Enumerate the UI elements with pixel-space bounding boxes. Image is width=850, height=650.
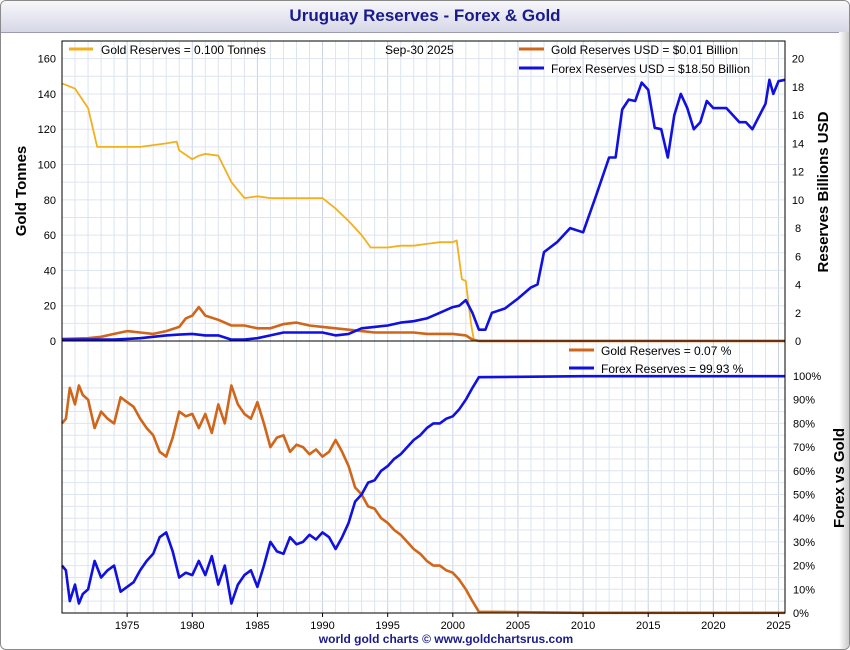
bottom-grid	[62, 341, 785, 613]
percent-tick-label: 0%	[793, 608, 809, 620]
x-tick-label: 2005	[506, 620, 530, 632]
percent-tick-label: 100%	[793, 371, 821, 383]
bottom-series-group	[60, 374, 785, 615]
chart-title: Uruguay Reserves - Forex & Gold	[289, 6, 561, 25]
legend-forex-usd: Forex Reserves USD = $18.50 Billion	[551, 62, 750, 76]
right-y-tick-label: 16	[792, 110, 804, 122]
plot-border	[61, 40, 786, 614]
right-y-tick-label: 12	[792, 167, 804, 179]
gold-usd-line	[61, 305, 785, 343]
right-y-tick-label: 20	[792, 54, 804, 66]
percent-tick-label: 20%	[793, 561, 815, 573]
left-y-tick-label: 40	[44, 265, 56, 277]
x-tick-label: 2020	[701, 620, 725, 632]
percent-tick-label: 40%	[793, 513, 815, 525]
left-y-tick-label: 140	[38, 89, 56, 101]
right-y-tick-label: 6	[795, 251, 801, 263]
left-axis-label: Gold Tonnes	[13, 146, 30, 237]
left-y-tick-label: 160	[38, 54, 56, 66]
x-tick-label: 1975	[115, 620, 139, 632]
percent-tick-label: 60%	[793, 466, 815, 478]
left-y-tick-label: 100	[38, 160, 56, 172]
top-series-group	[61, 78, 786, 343]
x-tick-label: 1990	[310, 620, 334, 632]
legend-gold-tonnes: Gold Reserves = 0.100 Tonnes	[101, 43, 266, 57]
right-y-tick-label: 10	[792, 195, 804, 207]
left-y-tick-label: 80	[44, 195, 56, 207]
x-tick-label: 2000	[441, 620, 465, 632]
left-y-tick-label: 120	[38, 124, 56, 136]
legend-gold-pct: Gold Reserves = 0.07 %	[601, 344, 732, 358]
x-tick-label: 1995	[375, 620, 399, 632]
top-legend: Gold Reserves = 0.100 Tonnes Sep-30 2025…	[69, 43, 750, 76]
legend-forex-pct: Forex Reserves = 99.93 %	[601, 362, 744, 376]
right-axis-label-top: Reserves Billions USD	[815, 111, 832, 272]
forex-percent-line	[60, 374, 785, 605]
title-bar: Uruguay Reserves - Forex & Gold	[1, 1, 849, 33]
percent-tick-label: 90%	[793, 395, 815, 407]
top-grid	[62, 40, 785, 341]
x-tick-label: 1980	[180, 620, 204, 632]
side-shade	[839, 32, 849, 649]
bottom-legend: Gold Reserves = 0.07 % Forex Reserves = …	[569, 344, 744, 376]
gold-percent-line	[60, 384, 785, 615]
legend-date: Sep-30 2025	[385, 43, 454, 57]
percent-tick-label: 10%	[793, 584, 815, 596]
x-tick-label: 2010	[571, 620, 595, 632]
left-y-tick-label: 0	[50, 336, 56, 348]
right-y-tick-label: 14	[792, 138, 804, 150]
percent-tick-label: 70%	[793, 442, 815, 454]
percent-tick-label: 50%	[793, 490, 815, 502]
legend-gold-usd: Gold Reserves USD = $0.01 Billion	[551, 43, 738, 57]
percent-tick-label: 80%	[793, 418, 815, 430]
right-y-tick-label: 8	[795, 223, 801, 235]
right-y-tick-label: 0	[795, 336, 801, 348]
right-axis-label-bottom: Forex vs Gold	[831, 428, 848, 528]
axes-group	[61, 40, 786, 617]
footer-credit: world gold charts © www.goldchartsrus.co…	[318, 632, 574, 646]
gold-tonnes-line	[61, 82, 785, 342]
left-y-tick-label: 60	[44, 230, 56, 242]
right-y-tick-label: 18	[792, 82, 804, 94]
x-tick-label: 2025	[766, 620, 790, 632]
right-y-tick-label: 4	[795, 280, 801, 292]
left-y-tick-label: 20	[44, 301, 56, 313]
x-tick-label: 1985	[245, 620, 269, 632]
x-tick-label: 2015	[636, 620, 660, 632]
tick-labels: 1975 1980 1985 1990 1995 2000 2005 2010 2015 2020…	[38, 54, 822, 632]
forex-usd-line	[62, 78, 786, 341]
percent-tick-label: 30%	[793, 537, 815, 549]
right-y-tick-label: 2	[795, 308, 801, 320]
